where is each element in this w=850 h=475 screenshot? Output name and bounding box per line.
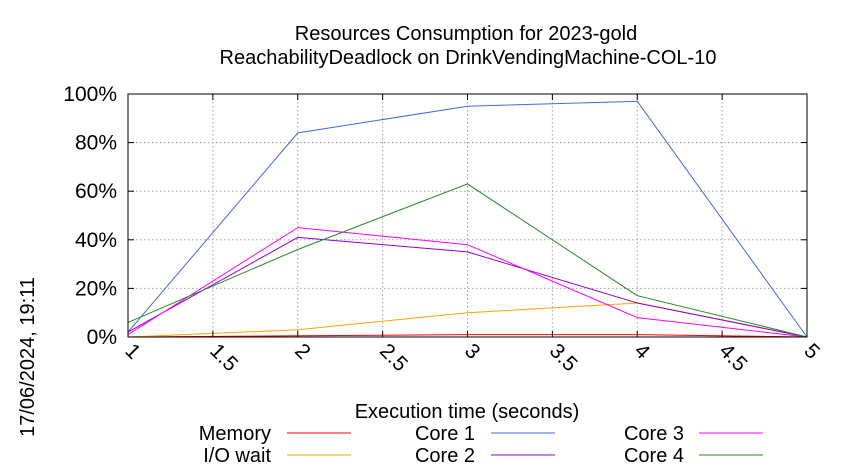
y-tick-label: 80% (75, 132, 117, 155)
legend-label: I/O wait (203, 445, 271, 467)
x-tick-label: 2 (290, 339, 315, 364)
timestamp: 17/06/2024, 19:11 (17, 277, 39, 437)
x-tick-label: 4.5 (715, 339, 752, 376)
series-line (127, 227, 808, 338)
x-tick-label: 3 (460, 339, 485, 364)
series-line (127, 100, 808, 338)
chart-subtitle: ReachabilityDeadlock on DrinkVendingMach… (220, 47, 717, 69)
y-tick-label: 20% (75, 277, 117, 300)
y-axis-ticks: 0% 20% 40% 60% 80% 100% (63, 83, 807, 349)
x-tick-label: 1.5 (205, 339, 242, 376)
y-tick-label: 100% (63, 83, 117, 106)
legend-label: Core 3 (624, 423, 684, 445)
x-tick-label: 2.5 (375, 339, 412, 376)
x-tick-label: 1 (120, 339, 145, 364)
x-tick-label: 3.5 (545, 339, 582, 376)
x-tick-label: 5 (799, 339, 824, 364)
chart-title: Resources Consumption for 2023-gold (295, 23, 637, 45)
y-tick-label: 0% (87, 326, 117, 349)
legend-label: Core 4 (624, 445, 684, 467)
series-line (127, 183, 808, 338)
x-tick-label: 4 (630, 339, 655, 364)
grid (128, 94, 807, 337)
legend-label: Memory (199, 423, 271, 445)
legend-label: Core 1 (415, 423, 475, 445)
series-line (127, 236, 808, 338)
x-axis-ticks: 1 1.5 2 2.5 3 3.5 4 4.5 5 (120, 94, 824, 376)
legend-label: Core 2 (415, 445, 475, 467)
x-axis-label: Execution time (seconds) (355, 401, 580, 423)
y-tick-label: 60% (75, 180, 117, 203)
y-tick-label: 40% (75, 229, 117, 252)
